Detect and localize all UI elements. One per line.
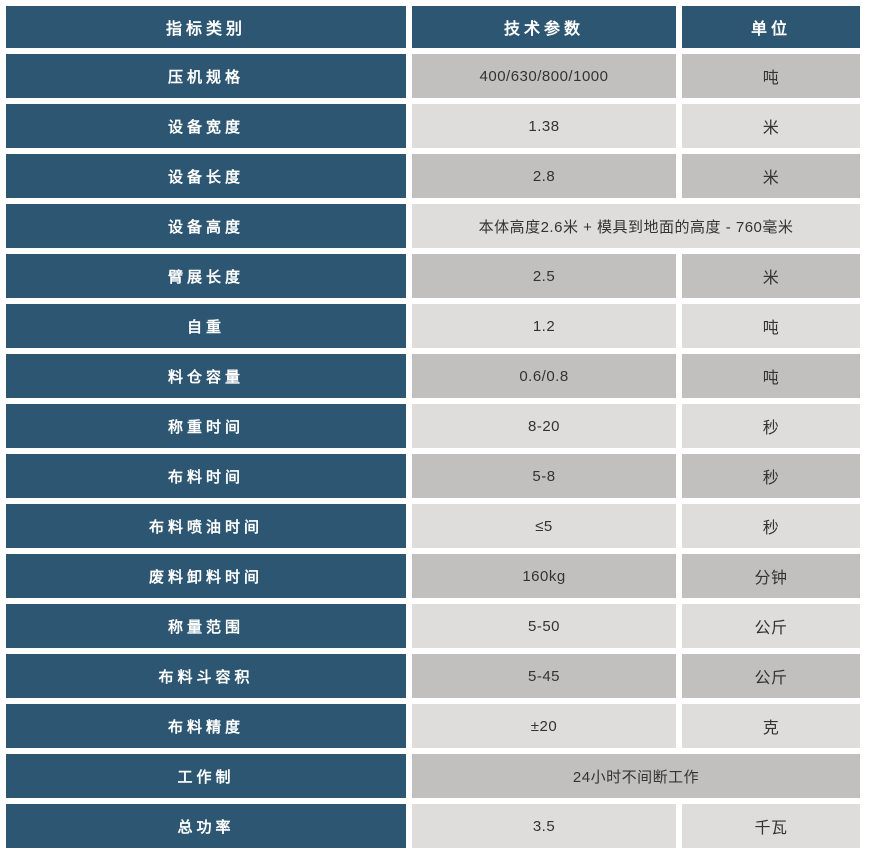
unit-value: 千瓦 [682,804,860,848]
row-label: 废料卸料时间 [6,554,406,598]
column-header-category: 指标类别 [6,6,406,48]
row-label: 总功率 [6,804,406,848]
unit-value: 秒 [682,454,860,498]
table-row: 称量范围 5-50 公斤 [6,604,860,648]
param-value: 2.8 [412,154,676,198]
param-value: ±20 [412,704,676,748]
unit-value: 吨 [682,304,860,348]
table-row: 称重时间 8-20 秒 [6,404,860,448]
param-value: 1.38 [412,104,676,148]
unit-value: 米 [682,154,860,198]
table-row: 布料精度 ±20 克 [6,704,860,748]
row-label: 臂展长度 [6,254,406,298]
row-label: 称重时间 [6,404,406,448]
param-value: 3.5 [412,804,676,848]
unit-value: 秒 [682,404,860,448]
table-row: 臂展长度 2.5 米 [6,254,860,298]
unit-value: 吨 [682,54,860,98]
unit-value: 吨 [682,354,860,398]
unit-value: 克 [682,704,860,748]
unit-value: 分钟 [682,554,860,598]
row-label: 称量范围 [6,604,406,648]
unit-value: 公斤 [682,654,860,698]
spec-table: 指标类别 技术参数 单位 压机规格 400/630/800/1000 吨 设备宽… [6,6,860,848]
row-label: 工作制 [6,754,406,798]
param-value: 5-50 [412,604,676,648]
header-row: 指标类别 技术参数 单位 [6,6,860,48]
row-label: 设备长度 [6,154,406,198]
unit-value: 米 [682,104,860,148]
column-header-parameter: 技术参数 [412,6,676,48]
param-value: 160kg [412,554,676,598]
row-label: 设备高度 [6,204,406,248]
row-label: 压机规格 [6,54,406,98]
row-label: 布料喷油时间 [6,504,406,548]
param-value: 0.6/0.8 [412,354,676,398]
row-label: 自重 [6,304,406,348]
table-row: 总功率 3.5 千瓦 [6,804,860,848]
row-label: 布料精度 [6,704,406,748]
column-header-unit: 单位 [682,6,860,48]
param-value: 2.5 [412,254,676,298]
table-row: 设备高度 本体高度2.6米 + 模具到地面的高度 - 760毫米 [6,204,860,248]
param-value: 1.2 [412,304,676,348]
table-row: 废料卸料时间 160kg 分钟 [6,554,860,598]
param-value: 5-8 [412,454,676,498]
param-value-merged: 本体高度2.6米 + 模具到地面的高度 - 760毫米 [412,204,860,248]
param-value: 8-20 [412,404,676,448]
param-value: 5-45 [412,654,676,698]
param-value: ≤5 [412,504,676,548]
table-row: 料仓容量 0.6/0.8 吨 [6,354,860,398]
row-label: 布料斗容积 [6,654,406,698]
row-label: 设备宽度 [6,104,406,148]
table-row: 布料斗容积 5-45 公斤 [6,654,860,698]
table-row: 设备宽度 1.38 米 [6,104,860,148]
unit-value: 秒 [682,504,860,548]
table-row: 布料喷油时间 ≤5 秒 [6,504,860,548]
row-label: 布料时间 [6,454,406,498]
unit-value: 米 [682,254,860,298]
row-label: 料仓容量 [6,354,406,398]
unit-value: 公斤 [682,604,860,648]
table-row: 设备长度 2.8 米 [6,154,860,198]
table-row: 自重 1.2 吨 [6,304,860,348]
param-value-merged: 24小时不间断工作 [412,754,860,798]
table-row: 布料时间 5-8 秒 [6,454,860,498]
table-row: 压机规格 400/630/800/1000 吨 [6,54,860,98]
param-value: 400/630/800/1000 [412,54,676,98]
table-row: 工作制 24小时不间断工作 [6,754,860,798]
